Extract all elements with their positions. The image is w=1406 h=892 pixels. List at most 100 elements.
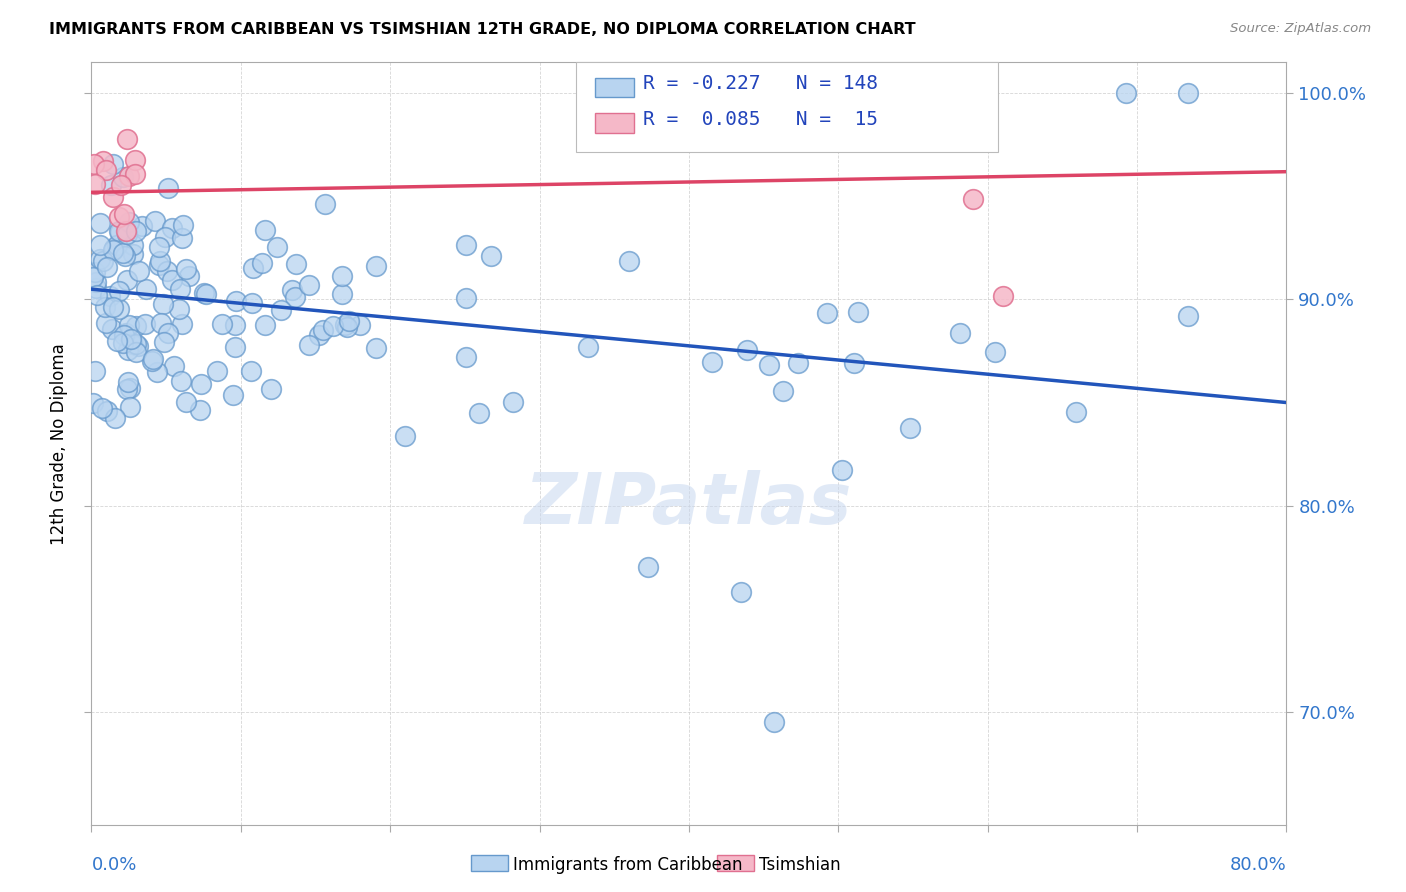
Point [336, 320, 359, 334]
Point [190, 377, 212, 392]
Point [115, 326, 138, 340]
Point [103, 241, 125, 255]
Point [148, 259, 170, 273]
Point [115, 131, 138, 145]
Point [127, 339, 149, 353]
Point [962, 192, 984, 206]
Point [142, 352, 165, 367]
Point [337, 314, 360, 328]
Point [366, 341, 388, 355]
Point [128, 263, 150, 277]
Point [330, 269, 353, 284]
Point [107, 284, 129, 298]
Point [103, 243, 125, 257]
Point [125, 344, 148, 359]
Point [89, 252, 111, 267]
Point [831, 462, 853, 476]
Point [314, 196, 336, 211]
Point [103, 300, 125, 314]
Point [222, 388, 245, 402]
Point [285, 257, 308, 271]
Point [467, 406, 489, 420]
Point [1115, 87, 1137, 101]
Point [101, 190, 124, 204]
Point [172, 219, 194, 233]
Point [322, 319, 344, 334]
Point [737, 343, 759, 358]
Point [117, 169, 139, 183]
Point [117, 343, 139, 358]
Point [117, 382, 139, 396]
Point [332, 287, 354, 301]
Text: 80.0%: 80.0% [1230, 855, 1286, 873]
Point [335, 318, 357, 333]
Point [100, 178, 122, 192]
Point [898, 421, 921, 435]
Point [115, 227, 138, 242]
Point [297, 338, 319, 352]
Point [120, 332, 142, 346]
Point [617, 254, 640, 268]
Point [846, 304, 869, 318]
Point [121, 237, 143, 252]
Point [104, 411, 127, 425]
Point [311, 323, 333, 337]
Point [170, 318, 193, 332]
Point [91, 253, 114, 268]
Point [84, 275, 107, 289]
Point [89, 216, 111, 230]
Point [298, 278, 321, 293]
Point [112, 245, 135, 260]
Point [224, 318, 246, 333]
Point [121, 337, 143, 351]
Point [134, 317, 156, 331]
Point [1177, 87, 1199, 101]
Point [225, 293, 247, 308]
Point [170, 374, 193, 388]
Point [240, 364, 263, 378]
Point [117, 215, 139, 229]
Point [456, 350, 478, 364]
Point [163, 359, 186, 374]
Point [454, 238, 477, 252]
Point [280, 283, 302, 297]
Point [266, 240, 288, 254]
Point [108, 225, 131, 239]
Point [177, 268, 200, 283]
Point [207, 364, 229, 378]
Point [148, 240, 170, 254]
Point [308, 328, 330, 343]
Point [188, 403, 211, 417]
Point [576, 340, 599, 354]
Point [786, 356, 808, 370]
Point [105, 334, 128, 349]
Point [96, 404, 118, 418]
Point [169, 281, 191, 295]
Point [502, 394, 524, 409]
Point [149, 254, 172, 268]
Point [1066, 404, 1088, 418]
Point [155, 230, 177, 244]
Text: Tsimshian: Tsimshian [759, 856, 841, 874]
Point [772, 384, 794, 399]
Point [224, 340, 246, 354]
Point [112, 328, 135, 343]
Text: R =  0.085   N =  15: R = 0.085 N = 15 [643, 110, 877, 128]
Point [107, 237, 129, 252]
Point [758, 358, 780, 372]
Text: 0.0%: 0.0% [91, 855, 136, 873]
Point [135, 282, 157, 296]
Point [195, 287, 218, 301]
Point [146, 365, 169, 379]
Point [454, 291, 477, 305]
Point [193, 285, 215, 300]
Point [124, 153, 146, 168]
Point [98, 288, 121, 302]
Point [91, 154, 114, 169]
Point [702, 355, 724, 369]
Point [211, 317, 233, 331]
Text: Source: ZipAtlas.com: Source: ZipAtlas.com [1230, 22, 1371, 36]
Point [108, 224, 131, 238]
Y-axis label: 12th Grade, No Diploma: 12th Grade, No Diploma [51, 343, 69, 545]
Point [149, 316, 172, 330]
